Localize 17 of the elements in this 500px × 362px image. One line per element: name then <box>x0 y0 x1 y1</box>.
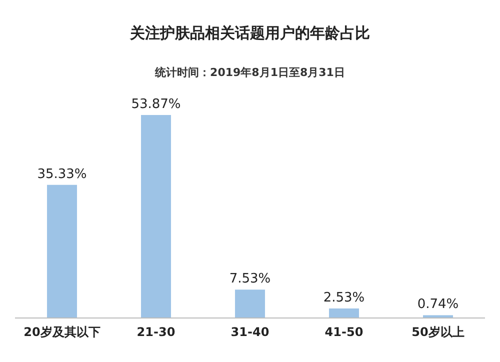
data-label: 35.33% <box>37 166 87 182</box>
x-tick-label: 21-30 <box>136 325 176 339</box>
bar <box>47 184 77 318</box>
chart-title: 关注护肤品相关话题用户的年龄占比 <box>129 24 370 42</box>
bar <box>423 315 453 318</box>
x-tick-label: 50岁以上 <box>412 325 464 339</box>
data-label: 7.53% <box>229 272 271 287</box>
data-label: 2.53% <box>323 290 365 306</box>
bar <box>141 115 171 318</box>
data-label: 53.87% <box>131 97 181 112</box>
x-tick-label: 41-50 <box>324 325 364 339</box>
chart-subtitle: 统计时间：2019年8月1日至8月31日 <box>154 66 345 79</box>
bar <box>235 290 265 318</box>
x-tick-label: 31-40 <box>230 325 270 339</box>
bar <box>329 308 359 318</box>
x-tick-label: 20岁及其以下 <box>24 325 100 339</box>
data-label: 0.74% <box>417 297 459 312</box>
